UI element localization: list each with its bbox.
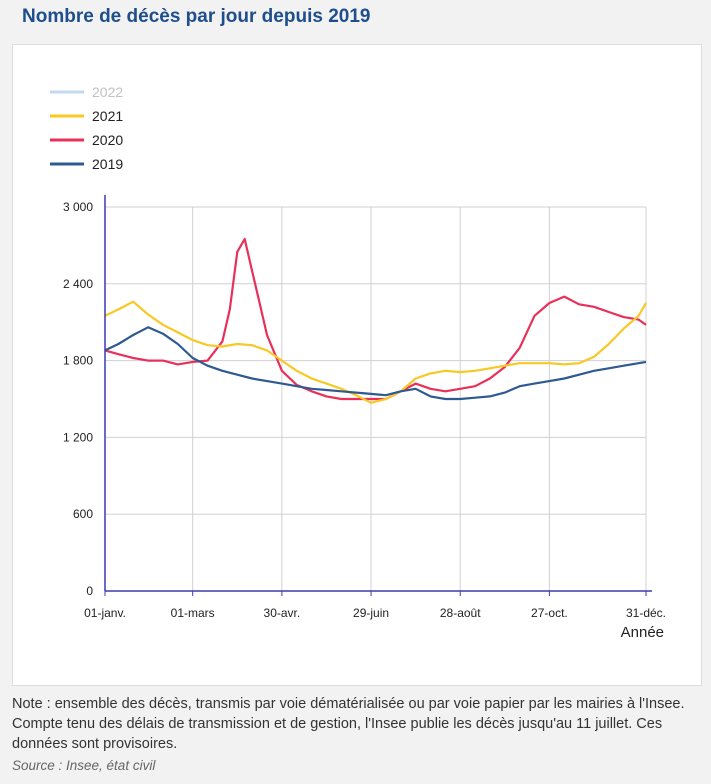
legend-label-2021[interactable]: 2021 [92, 108, 123, 124]
chart-title: Nombre de décès par jour depuis 2019 [22, 6, 371, 27]
series-line-2020 [104, 237, 647, 401]
series-line-2021 [104, 300, 647, 404]
chart-axes: 0 600 1 200 1 800 2 400 3 000 01-janv. 01-mars 3… [63, 195, 666, 641]
x-tick-label: 31-déc. [626, 606, 666, 620]
legend-label-2022[interactable]: 2022 [92, 84, 123, 100]
x-tick-label: 29-juin [353, 606, 389, 620]
y-tick-label: 1 800 [63, 354, 93, 368]
line-chart: 2022 2021 2020 2019 0 600 1 200 1 800 2 400 3 00… [50, 84, 666, 641]
legend-label-2019[interactable]: 2019 [92, 156, 123, 172]
legend-label-2020[interactable]: 2020 [92, 132, 123, 148]
x-tick-label: 01-mars [171, 606, 215, 620]
x-tick-label: 28-août [440, 606, 481, 620]
x-tick-label: 27-oct. [531, 606, 568, 620]
chart-panel [12, 44, 702, 686]
chart-source: Source : Insee, état civil [12, 758, 156, 773]
y-tick-label: 0 [86, 584, 93, 598]
chart-series [104, 237, 647, 404]
x-tick-label: 30-avr. [264, 606, 301, 620]
x-axis-title: Année [621, 624, 664, 641]
y-tick-label: 1 200 [63, 430, 93, 444]
y-tick-label: 600 [73, 507, 93, 521]
series-line-2019 [104, 326, 647, 401]
chart-note: Note : ensemble des décès, transmis par … [12, 696, 685, 752]
y-tick-label: 3 000 [63, 200, 93, 214]
chart-legend: 2022 2021 2020 2019 [50, 84, 123, 172]
x-tick-label: 01-janv. [84, 606, 126, 620]
y-tick-label: 2 400 [63, 277, 93, 291]
